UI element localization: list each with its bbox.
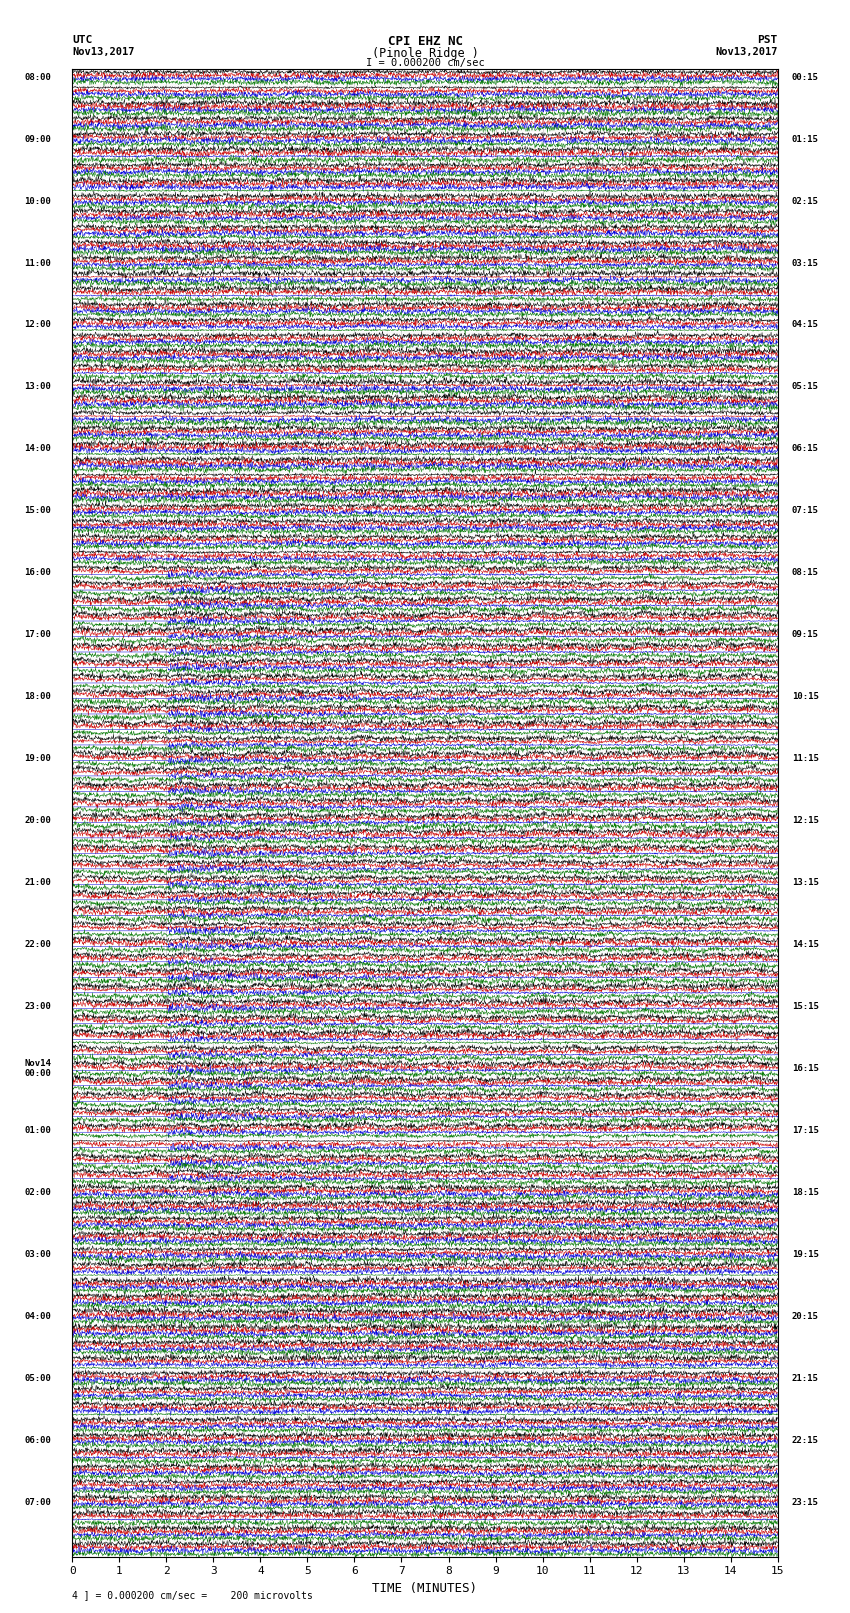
Text: CPI EHZ NC: CPI EHZ NC	[388, 35, 462, 48]
Text: 22:15: 22:15	[792, 1436, 819, 1445]
Text: 09:15: 09:15	[792, 631, 819, 639]
Text: 11:15: 11:15	[792, 755, 819, 763]
Text: 23:15: 23:15	[792, 1498, 819, 1507]
Text: 13:15: 13:15	[792, 877, 819, 887]
Text: 18:15: 18:15	[792, 1189, 819, 1197]
Text: 11:00: 11:00	[24, 258, 51, 268]
Text: 22:00: 22:00	[24, 940, 51, 948]
Text: 21:00: 21:00	[24, 877, 51, 887]
Text: 04:00: 04:00	[24, 1311, 51, 1321]
Text: 14:00: 14:00	[24, 445, 51, 453]
Text: 02:15: 02:15	[792, 197, 819, 205]
Text: 00:15: 00:15	[792, 73, 819, 82]
Text: 08:00: 08:00	[24, 73, 51, 82]
Text: 06:15: 06:15	[792, 445, 819, 453]
Text: I = 0.000200 cm/sec: I = 0.000200 cm/sec	[366, 58, 484, 68]
Text: 01:00: 01:00	[24, 1126, 51, 1136]
Text: (Pinole Ridge ): (Pinole Ridge )	[371, 47, 479, 60]
Text: 16:00: 16:00	[24, 568, 51, 577]
Text: 20:00: 20:00	[24, 816, 51, 826]
Text: 05:15: 05:15	[792, 382, 819, 392]
Text: 15:00: 15:00	[24, 506, 51, 516]
Text: 03:15: 03:15	[792, 258, 819, 268]
Text: 17:00: 17:00	[24, 631, 51, 639]
Text: 08:15: 08:15	[792, 568, 819, 577]
Text: 14:15: 14:15	[792, 940, 819, 948]
Text: 07:00: 07:00	[24, 1498, 51, 1507]
Text: 19:15: 19:15	[792, 1250, 819, 1260]
Text: 4 ] = 0.000200 cm/sec =    200 microvolts: 4 ] = 0.000200 cm/sec = 200 microvolts	[72, 1590, 313, 1600]
Text: 17:15: 17:15	[792, 1126, 819, 1136]
Text: Nov14
00:00: Nov14 00:00	[24, 1058, 51, 1077]
Text: Nov13,2017: Nov13,2017	[72, 47, 135, 56]
Text: 18:00: 18:00	[24, 692, 51, 702]
Text: 12:15: 12:15	[792, 816, 819, 826]
Text: 23:00: 23:00	[24, 1002, 51, 1011]
Text: Nov13,2017: Nov13,2017	[715, 47, 778, 56]
Text: 20:15: 20:15	[792, 1311, 819, 1321]
Text: 06:00: 06:00	[24, 1436, 51, 1445]
Text: 03:00: 03:00	[24, 1250, 51, 1260]
Text: 02:00: 02:00	[24, 1189, 51, 1197]
Text: 19:00: 19:00	[24, 755, 51, 763]
Text: 01:15: 01:15	[792, 134, 819, 144]
Text: 12:00: 12:00	[24, 321, 51, 329]
Text: 15:15: 15:15	[792, 1002, 819, 1011]
Text: 10:00: 10:00	[24, 197, 51, 205]
Text: 05:00: 05:00	[24, 1374, 51, 1382]
Text: 13:00: 13:00	[24, 382, 51, 392]
Text: 16:15: 16:15	[792, 1065, 819, 1073]
Text: 10:15: 10:15	[792, 692, 819, 702]
Text: UTC: UTC	[72, 35, 93, 45]
Text: PST: PST	[757, 35, 778, 45]
Text: 04:15: 04:15	[792, 321, 819, 329]
Text: 21:15: 21:15	[792, 1374, 819, 1382]
X-axis label: TIME (MINUTES): TIME (MINUTES)	[372, 1582, 478, 1595]
Text: 07:15: 07:15	[792, 506, 819, 516]
Text: 09:00: 09:00	[24, 134, 51, 144]
